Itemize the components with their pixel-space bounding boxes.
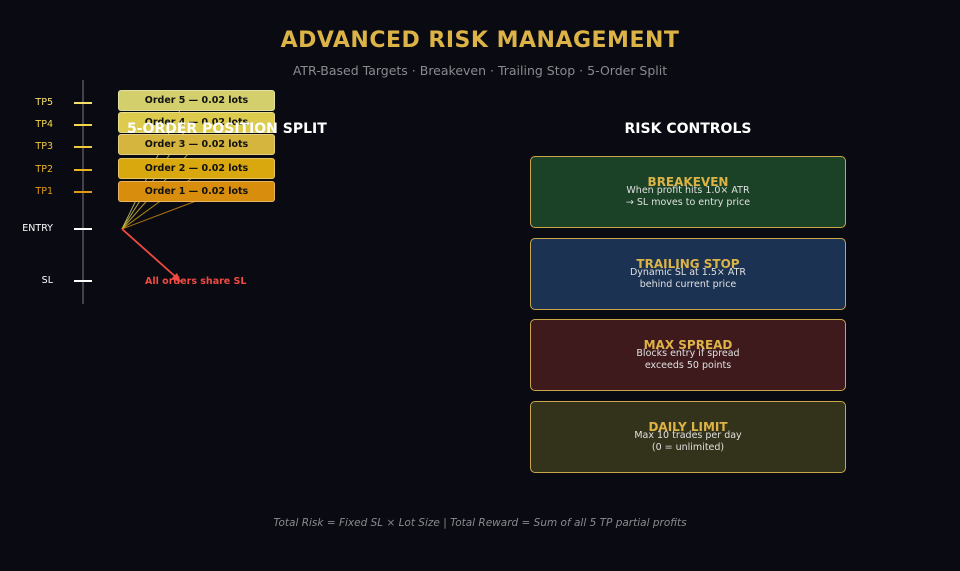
level-label-tp4: TP4 — [35, 119, 53, 130]
page-subtitle: ATR-Based Targets · Breakeven · Trailing… — [292, 63, 668, 78]
page-title: ADVANCED RISK MANAGEMENT — [280, 28, 680, 53]
risk-card-daily-limit: DAILY LIMIT Max 10 trades per day (0 = unl… — [530, 401, 846, 473]
footer-formula: Total Risk = Fixed SL × Lot Size | Total… — [273, 517, 687, 529]
risk-card-description: Max 10 trades per day (0 = unlimited) — [531, 430, 845, 454]
risk-card-description: Dynamic SL at 1.5× ATR behind current pri… — [531, 267, 845, 291]
order-connector — [121, 200, 197, 230]
order-box: Order 2 — 0.02 lots — [118, 158, 275, 179]
risk-card-line: exceeds 50 points — [644, 360, 732, 371]
level-label-entry: ENTRY — [22, 223, 53, 234]
risk-card-line: Blocks entry if spread — [636, 348, 740, 359]
risk-card-breakeven: BREAKEVEN When profit hits 1.0× ATR → SL m… — [530, 156, 846, 228]
order-box: Order 1 — 0.02 lots — [118, 181, 275, 202]
risk-card-title: MAX SPREAD — [643, 338, 733, 352]
level-label-sl: SL — [41, 275, 53, 286]
risk-card-line: Dynamic SL at 1.5× ATR — [629, 267, 747, 278]
order-box: Order 5 — 0.02 lots — [118, 90, 275, 111]
level-label-tp3: TP3 — [35, 141, 53, 152]
risk-card-description: When profit hits 1.0× ATR → SL moves to e… — [531, 185, 845, 209]
level-label-tp1: TP1 — [35, 186, 53, 197]
risk-card-line: behind current price — [639, 279, 737, 290]
risk-card-title: BREAKEVEN — [647, 175, 729, 189]
risk-card-line: → SL moves to entry price — [625, 197, 751, 208]
risk-card-max-spread: MAX SPREAD Blocks entry if spread exceeds … — [530, 319, 846, 391]
risk-card-description: Blocks entry if spread exceeds 50 points — [531, 348, 845, 372]
risk-card-title: TRAILING STOP — [636, 257, 740, 271]
risk-card-title: DAILY LIMIT — [648, 420, 728, 434]
position-split-heading: 5-ORDER POSITION SPLIT — [127, 121, 327, 137]
sl-arrow — [121, 228, 181, 282]
risk-card-line: Max 10 trades per day — [634, 430, 742, 441]
order-box: Order 4 — 0.02 lots — [118, 112, 275, 133]
order-box: Order 3 — 0.02 lots — [118, 134, 275, 155]
sl-note: All orders share SL — [145, 276, 247, 287]
level-label-tp5: TP5 — [35, 97, 53, 108]
risk-card-trailing-stop: TRAILING STOP Dynamic SL at 1.5× ATR behin… — [530, 238, 846, 310]
risk-controls-heading: RISK CONTROLS — [624, 121, 752, 137]
risk-card-line: (0 = unlimited) — [651, 442, 725, 453]
level-label-tp2: TP2 — [35, 164, 53, 175]
risk-card-line: When profit hits 1.0× ATR — [626, 185, 750, 196]
